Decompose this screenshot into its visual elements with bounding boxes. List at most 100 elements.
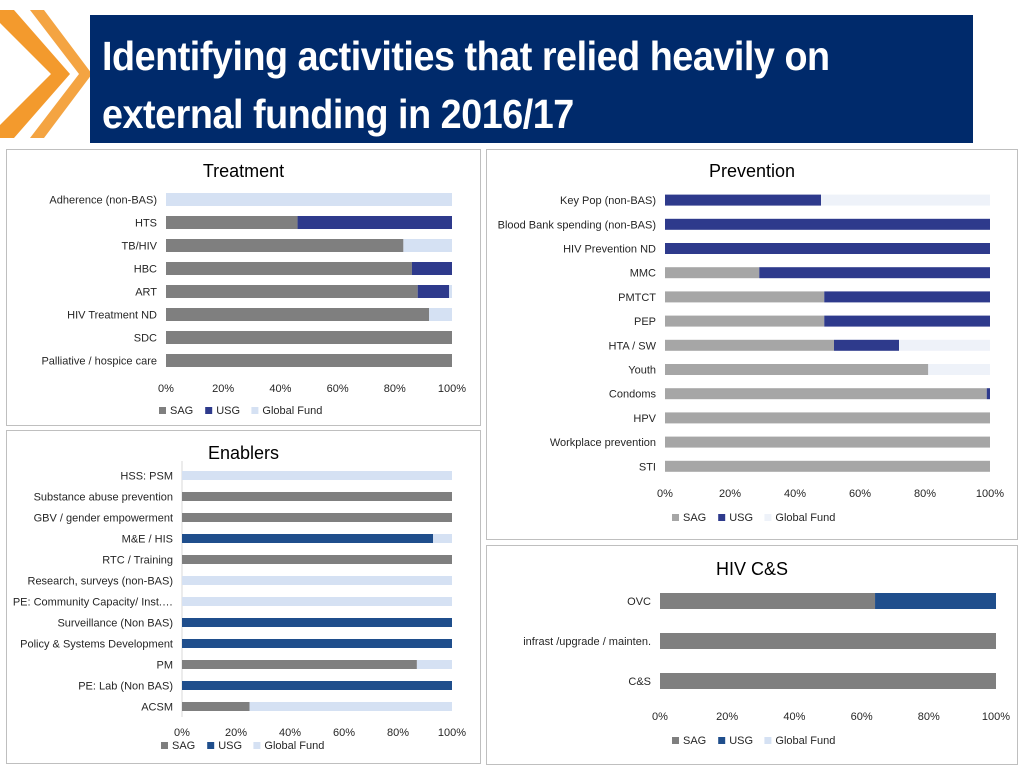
- category-label-condoms: Condoms: [609, 389, 657, 401]
- bar-sag-hbc: [166, 262, 412, 275]
- slide-title-line-2: external funding in 2016/17: [102, 91, 574, 137]
- legend-swatch-usg: [718, 737, 726, 744]
- bar-sag-infrast-upgrade-mainten: [660, 633, 996, 649]
- bar-usg-mmc: [759, 267, 990, 279]
- bar-sag-sdc: [166, 331, 452, 344]
- legend-swatch-global-fund: [251, 407, 259, 414]
- bar-usg-condoms: [986, 388, 990, 400]
- legend-swatch-sag: [672, 514, 679, 521]
- bar-usg-hiv-prevention-nd: [665, 243, 990, 254]
- treatment-chart: Adherence (non-BAS) HTS TB/HIV HBC ART HIV Tr…: [41, 193, 466, 417]
- bar-global-fund-acsm: [249, 702, 452, 711]
- category-label-pm: PM: [157, 660, 174, 672]
- category-label-pe-lab-non-bas: PE: Lab (Non BAS): [78, 681, 173, 693]
- legend-swatch-global-fund: [764, 737, 772, 744]
- chevron-shape: [30, 10, 92, 138]
- category-label-hts: HTS: [135, 218, 157, 230]
- bar-global-fund-key-pop-non-bas: [821, 194, 990, 206]
- category-label-research-surveys-non-bas: Research, surveys (non-BAS): [28, 576, 174, 588]
- category-label-infrast-upgrade-mainten: infrast /upgrade / mainten.: [523, 636, 651, 648]
- bar-sag-hpv: [665, 412, 990, 424]
- category-label-policy-systems-development: Policy & Systems Development: [20, 639, 173, 651]
- x-tick-label: 80%: [918, 711, 940, 723]
- slide-title-bar: Identifying activities that relied heavi…: [90, 15, 973, 143]
- x-tick-label: 20%: [719, 488, 741, 500]
- category-label-gbv-gender-empowerment: GBV / gender empowerment: [34, 513, 173, 525]
- category-label-hss-psm: HSS: PSM: [120, 471, 173, 483]
- bar-global-fund-pm: [416, 660, 452, 669]
- bar-usg-pe-lab-non-bas: [182, 681, 452, 690]
- x-tick-label: 40%: [784, 488, 806, 500]
- bar-usg-hta-sw: [834, 339, 899, 351]
- x-tick-label: 80%: [384, 383, 406, 395]
- legend-label-usg: USG: [218, 740, 242, 752]
- category-label-pe-community-capacity-inst: PE: Community Capacity/ Inst.…: [13, 597, 173, 609]
- bar-sag-pmtct: [665, 291, 825, 303]
- x-tick-label: 60%: [851, 711, 873, 723]
- category-label-sti: STI: [639, 461, 656, 473]
- bar-sag-hts: [166, 216, 298, 229]
- bar-sag-pm: [182, 660, 417, 669]
- legend-label-global-fund: Global Fund: [264, 740, 324, 752]
- legend-label-usg: USG: [729, 735, 753, 747]
- bar-global-fund-hta-sw: [899, 339, 990, 351]
- legend-label-usg: USG: [216, 405, 240, 417]
- bar-sag-rtc-training: [182, 555, 452, 564]
- bar-global-fund-pe-community-capacity-inst: [182, 597, 452, 606]
- bar-sag-art: [166, 285, 418, 298]
- chart-title: Enablers: [207, 443, 280, 463]
- category-label-mmc: MMC: [630, 268, 656, 280]
- category-label-key-pop-non-bas: Key Pop (non-BAS): [560, 195, 656, 207]
- bar-usg-surveillance-non-bas: [182, 618, 452, 627]
- bar-sag-sti: [665, 460, 990, 472]
- chevron-shape: [0, 10, 70, 138]
- bar-sag-workplace-prevention: [665, 436, 990, 448]
- x-tick-label: 0%: [657, 488, 673, 500]
- bar-sag-hiv-treatment-nd: [166, 308, 430, 321]
- bar-global-fund-adherence-non-bas: [166, 193, 452, 206]
- legend-label-sag: SAG: [172, 740, 195, 752]
- bar-sag-condoms: [665, 388, 987, 400]
- legend-swatch-sag: [161, 742, 168, 749]
- x-tick-label: 100%: [976, 488, 1004, 500]
- legend-label-usg: USG: [729, 512, 753, 524]
- category-label-ovc: OVC: [627, 596, 651, 608]
- x-tick-label: 20%: [212, 383, 234, 395]
- treatment-chart-panel: Treatment Adherence (non-BAS) HTS TB/HIV HB…: [6, 149, 481, 426]
- legend-label-sag: SAG: [170, 405, 193, 417]
- bar-usg-ovc: [875, 593, 996, 609]
- x-tick-label: 100%: [438, 383, 466, 395]
- enablers-chart-panel: Enablers HSS: PSM Substance abuse prevent…: [6, 430, 481, 764]
- bar-global-fund-tb-hiv: [403, 239, 452, 252]
- x-tick-label: 100%: [982, 711, 1010, 723]
- category-label-art: ART: [135, 287, 157, 299]
- bar-sag-tb-hiv: [166, 239, 404, 252]
- bar-sag-pep: [665, 315, 825, 327]
- x-tick-label: 100%: [438, 727, 466, 739]
- bar-usg-art: [417, 285, 450, 298]
- bar-sag-youth: [665, 364, 929, 375]
- category-label-palliative-hospice-care: Palliative / hospice care: [41, 356, 157, 368]
- x-tick-label: 40%: [269, 383, 291, 395]
- category-label-blood-bank-spending-non-bas: Blood Bank spending (non-BAS): [498, 219, 656, 231]
- category-label-acsm: ACSM: [141, 702, 173, 714]
- bar-sag-acsm: [182, 702, 250, 711]
- category-label-youth: Youth: [628, 365, 656, 377]
- chart-title: Treatment: [202, 161, 285, 181]
- category-label-pep: PEP: [634, 316, 656, 328]
- chart-title: Prevention: [708, 161, 796, 181]
- legend-label-global-fund: Global Fund: [262, 405, 322, 417]
- x-tick-label: 40%: [783, 711, 805, 723]
- legend-swatch-usg: [207, 742, 215, 749]
- x-tick-label: 60%: [849, 488, 871, 500]
- legend-swatch-sag: [672, 737, 679, 744]
- bar-usg-policy-systems-development: [182, 639, 452, 648]
- x-tick-label: 60%: [333, 727, 355, 739]
- x-tick-label: 20%: [225, 727, 247, 739]
- bar-usg-pmtct: [824, 291, 990, 303]
- bar-sag-palliative-hospice-care: [166, 354, 452, 367]
- category-label-hiv-prevention-nd: HIV Prevention ND: [563, 244, 656, 256]
- bar-global-fund-m-e-his: [433, 534, 452, 543]
- hiv-cs-chart-panel: HIV C&S OVC infrast /upgrade / mainten. C&…: [486, 545, 1018, 765]
- category-label-workplace-prevention: Workplace prevention: [550, 437, 656, 449]
